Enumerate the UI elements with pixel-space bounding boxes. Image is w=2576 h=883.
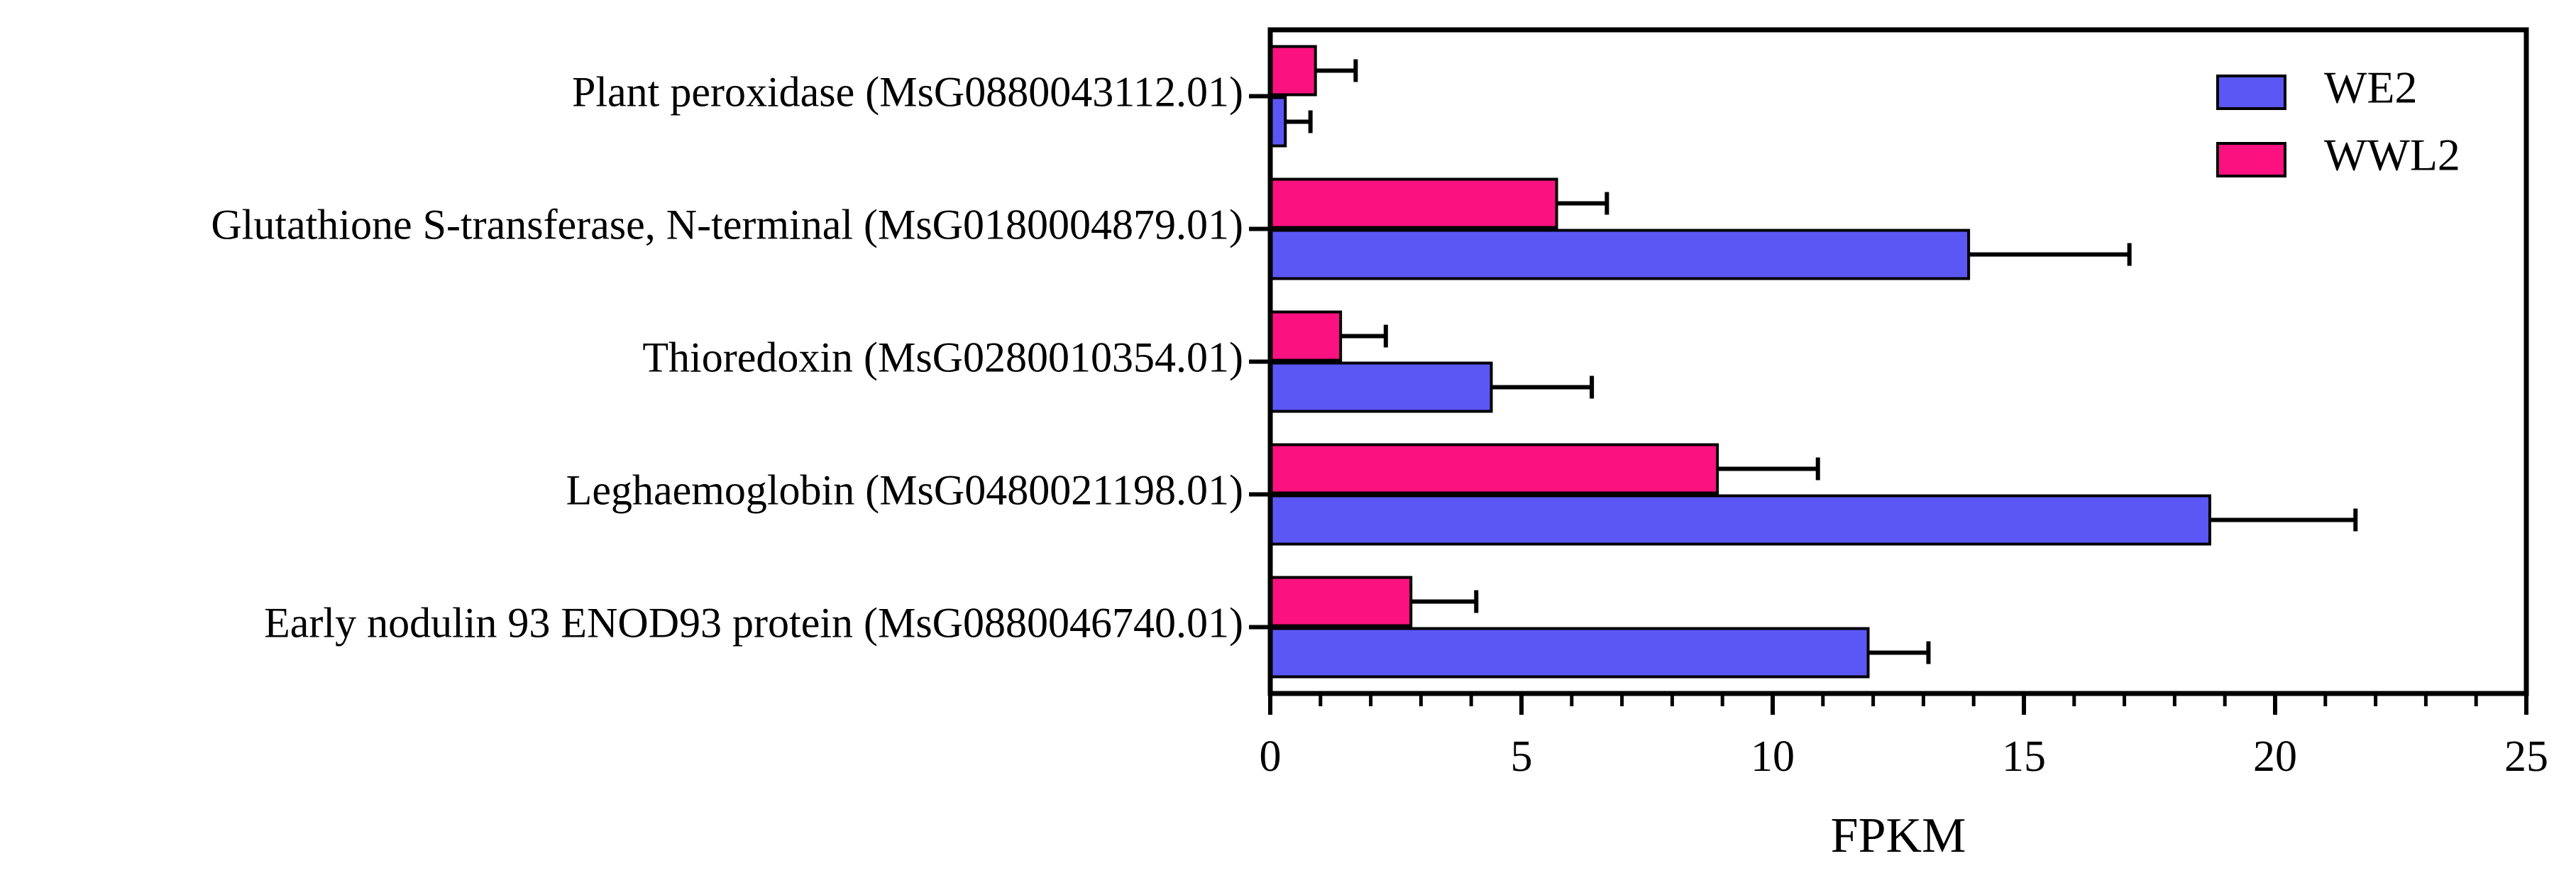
bar — [1269, 627, 1870, 679]
bar — [1269, 443, 1719, 495]
y-tick-label: Plant peroxidase (MsG0880043112.01) — [572, 68, 1243, 115]
error-bar — [1969, 243, 2132, 266]
x-tick-label: 15 — [2002, 733, 2046, 781]
plot-frame — [1267, 27, 2529, 696]
bar — [1269, 576, 1413, 627]
error-bar — [1717, 457, 1820, 481]
x-tick-label: 20 — [2253, 733, 2297, 781]
error-bar — [2209, 508, 2358, 532]
y-tick-label: Glutathione S-transferase, N-terminal (M… — [211, 201, 1243, 248]
bar — [1269, 361, 1493, 413]
error-bar — [1556, 192, 1609, 215]
bar — [1269, 494, 2211, 546]
legend-label: WE2 — [2324, 62, 2418, 113]
y-tick-label: Early nodulin 93 ENOD93 protein (MsG0880… — [264, 599, 1243, 646]
error-bar — [1315, 59, 1358, 82]
legend-swatch — [2216, 75, 2286, 110]
x-axis-title: FPKM — [1831, 808, 1966, 863]
bar — [1269, 310, 1343, 362]
bar — [1269, 45, 1317, 97]
x-tick-label: 5 — [1511, 733, 1533, 781]
bar — [1269, 177, 1558, 229]
legend-swatch — [2216, 142, 2286, 177]
bar — [1269, 229, 1971, 280]
error-bar — [1341, 324, 1388, 348]
x-tick-label: 10 — [1751, 733, 1795, 781]
x-tick-label: 25 — [2504, 733, 2548, 781]
error-bar — [1411, 590, 1479, 613]
y-tick-label: Thioredoxin (MsG0280010354.01) — [642, 334, 1243, 380]
error-bar — [1868, 641, 1931, 664]
legend-label: WWL2 — [2324, 130, 2460, 180]
error-bar — [1491, 375, 1595, 399]
error-bar — [1285, 110, 1313, 133]
x-tick-label: 0 — [1260, 733, 1282, 781]
y-tick-label: Leghaemoglobin (MsG0480021198.01) — [566, 466, 1243, 513]
